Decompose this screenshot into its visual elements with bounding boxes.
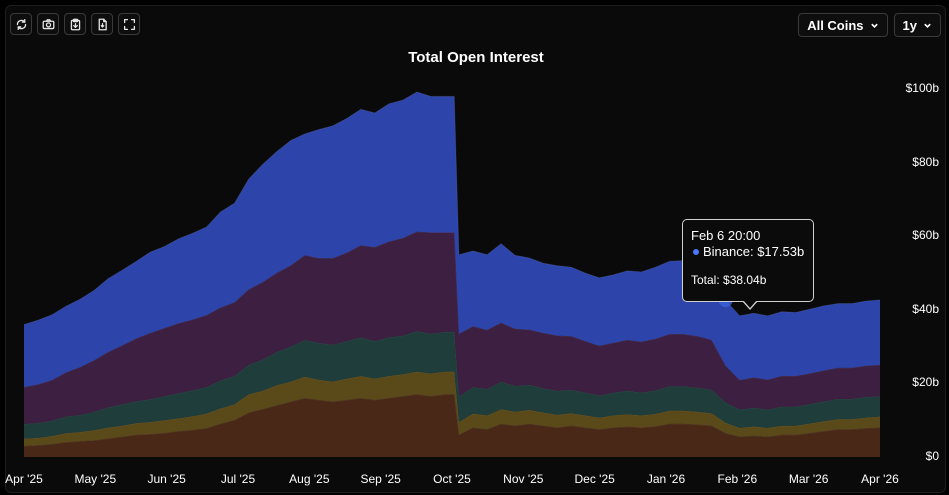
copy-button[interactable] xyxy=(64,13,86,35)
range-select-label: 1y xyxy=(902,17,917,33)
x-tick-label: Sep '25 xyxy=(360,472,401,486)
tooltip-arrow-inner xyxy=(743,300,757,308)
x-tick-label: Apr '25 xyxy=(5,472,43,486)
camera-icon xyxy=(42,18,54,29)
y-tick-label: $80b xyxy=(912,154,939,169)
x-tick-label: May '25 xyxy=(74,472,117,486)
series-area-other[interactable] xyxy=(24,394,880,457)
export-button[interactable] xyxy=(91,13,113,35)
coin-select-label: All Coins xyxy=(807,17,864,33)
fullscreen-button[interactable] xyxy=(118,13,140,35)
tooltip: Feb 6 20:00 Binance: $17.53b Total: $38.… xyxy=(682,219,814,302)
refresh-button[interactable] xyxy=(10,13,32,35)
series-area-okx[interactable] xyxy=(24,231,880,424)
series-area-bitget[interactable] xyxy=(24,371,880,446)
x-tick-label: Jan '26 xyxy=(646,472,686,486)
chart-title: Total Open Interest xyxy=(408,49,544,66)
y-tick-label: $60b xyxy=(912,228,939,243)
chevron-down-icon xyxy=(924,23,931,28)
range-select[interactable]: 1y xyxy=(893,13,941,37)
y-tick-label: $20b xyxy=(912,375,939,390)
x-tick-label: Feb '26 xyxy=(717,472,758,486)
x-tick-label: Jun '25 xyxy=(147,472,186,486)
y-tick-label: $100b xyxy=(905,81,939,95)
x-tick-label: Apr '26 xyxy=(861,472,899,486)
y-tick-label: $0 xyxy=(925,449,939,463)
x-tick-label: Jul '25 xyxy=(220,472,256,486)
chevron-down-icon xyxy=(870,23,878,28)
tooltip-series-value: Binance: $17.53b xyxy=(703,244,805,259)
y-tick-label: $40b xyxy=(912,301,939,316)
x-tick-label: Dec '25 xyxy=(574,472,615,486)
series-edge-binance xyxy=(23,91,881,325)
fullscreen-icon xyxy=(123,18,135,30)
tooltip-total: Total: $38.04b xyxy=(691,273,767,287)
coin-select[interactable]: All Coins xyxy=(798,13,888,37)
series-area-bybit[interactable] xyxy=(24,331,880,439)
x-tick-label: Mar '26 xyxy=(788,472,829,486)
series-area-binance[interactable] xyxy=(24,91,880,388)
x-tick-label: Aug '25 xyxy=(289,472,330,486)
tooltip-date: Feb 6 20:00 xyxy=(691,228,761,243)
screenshot-button[interactable] xyxy=(37,13,59,35)
chart-filters: All Coins 1y xyxy=(798,13,941,37)
clipboard-icon xyxy=(70,18,80,30)
x-tick-label: Oct '25 xyxy=(433,472,471,486)
chart-toolbar xyxy=(10,13,140,35)
file-export-icon xyxy=(98,18,107,30)
tooltip-series-row: Binance: $17.53b xyxy=(691,244,805,260)
binance-dot-icon xyxy=(693,249,699,256)
refresh-icon xyxy=(16,18,26,30)
x-tick-label: Nov '25 xyxy=(503,472,544,486)
